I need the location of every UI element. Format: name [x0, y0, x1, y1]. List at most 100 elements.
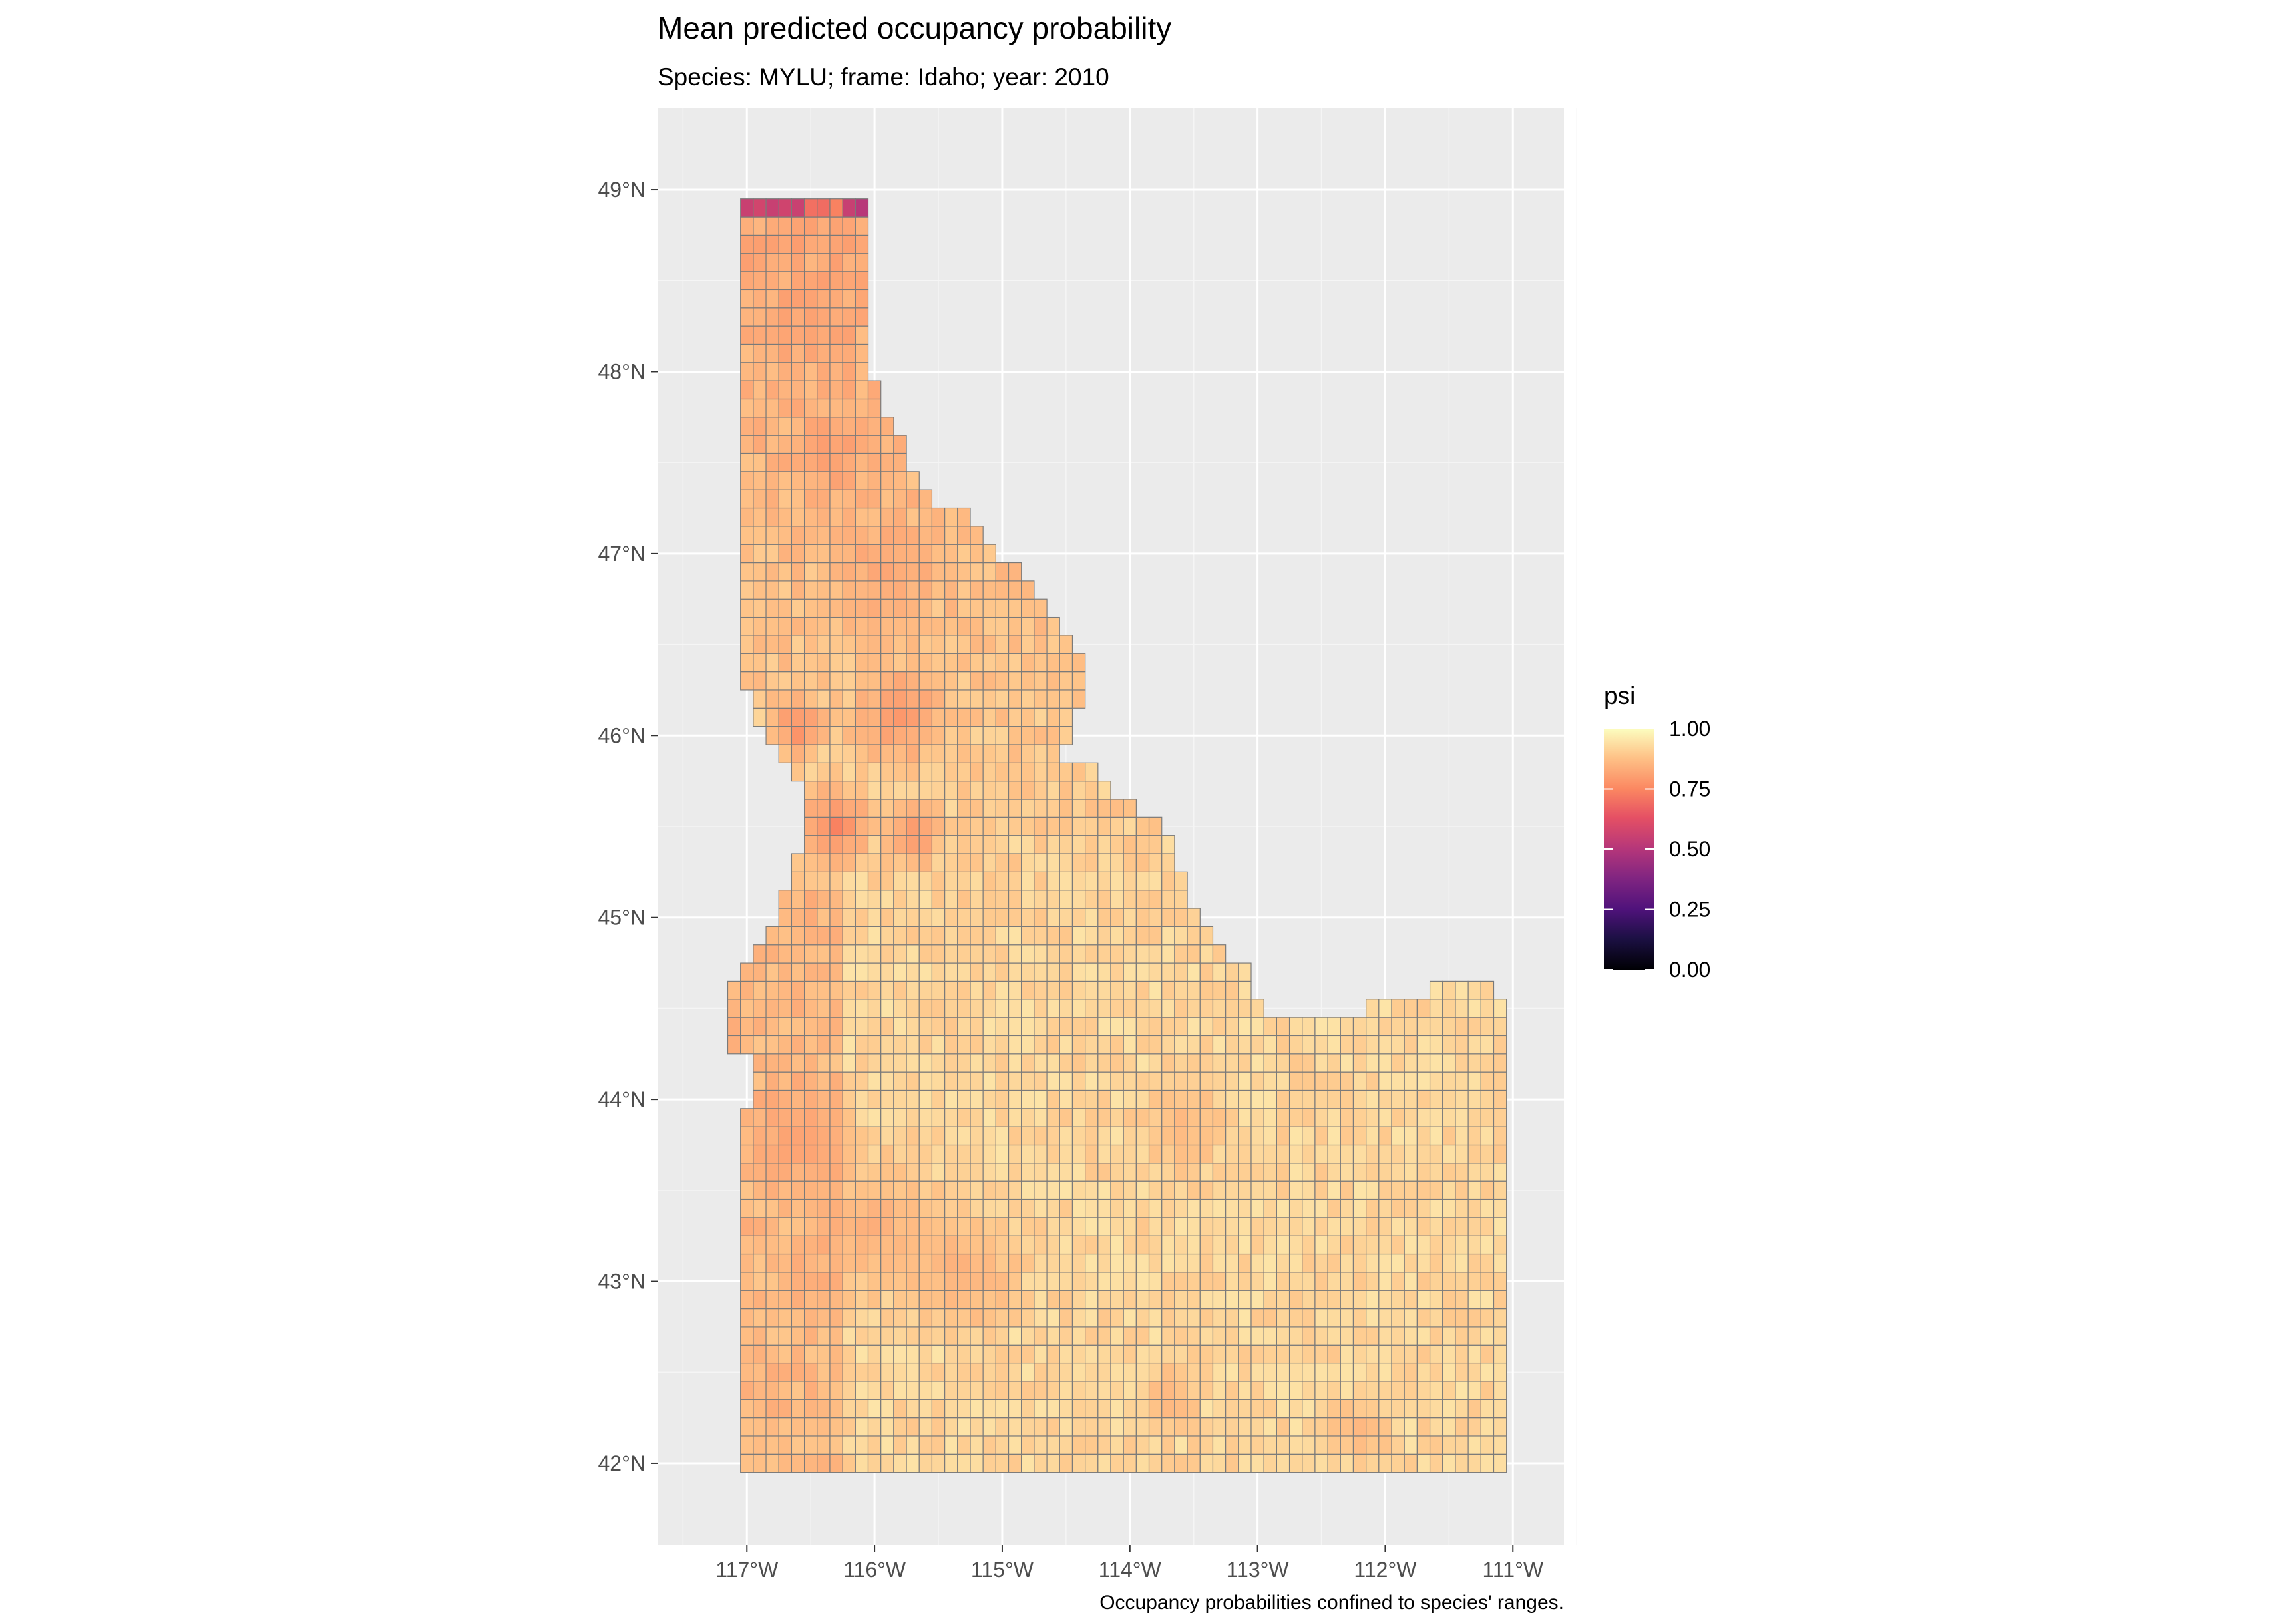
grid-cell	[995, 598, 1010, 618]
grid-cell	[765, 526, 779, 545]
grid-cell	[1212, 1272, 1227, 1291]
grid-cell	[1046, 980, 1060, 1000]
grid-cell	[1034, 1381, 1048, 1400]
grid-cell	[829, 417, 843, 436]
grid-cell	[1021, 707, 1035, 727]
grid-cell	[1187, 1399, 1201, 1419]
grid-cell	[1238, 1126, 1252, 1146]
grid-cell	[1225, 1017, 1239, 1037]
grid-cell	[906, 689, 920, 709]
grid-cell	[957, 1126, 971, 1146]
grid-cell	[1340, 1253, 1354, 1273]
grid-cell	[1135, 1163, 1150, 1182]
grid-cell	[1416, 1308, 1431, 1328]
grid-cell	[842, 1362, 856, 1382]
grid-cell	[1008, 1344, 1022, 1364]
grid-cell	[1059, 1362, 1073, 1382]
grid-cell	[1161, 1435, 1175, 1455]
grid-cell	[791, 635, 805, 654]
grid-cell	[957, 799, 971, 818]
grid-cell	[753, 343, 767, 363]
grid-cell	[1493, 1071, 1507, 1091]
grid-cell	[804, 362, 818, 381]
grid-cell	[867, 1108, 882, 1127]
grid-cell	[982, 562, 996, 582]
grid-cell	[1314, 1272, 1328, 1291]
grid-cell	[1097, 908, 1111, 927]
grid-cell	[893, 1435, 907, 1455]
grid-cell	[1008, 926, 1022, 946]
grid-cell	[1276, 1071, 1290, 1091]
grid-cell	[842, 1417, 856, 1437]
grid-cell	[1442, 980, 1456, 1000]
grid-cell	[753, 307, 767, 327]
grid-cell	[1085, 1071, 1099, 1091]
grid-cell	[1455, 1144, 1469, 1164]
grid-cell	[957, 1163, 971, 1182]
grid-cell	[1302, 1326, 1316, 1346]
grid-cell	[1327, 1108, 1341, 1127]
grid-cell	[1161, 1381, 1175, 1400]
grid-cell	[829, 544, 843, 564]
grid-cell	[1174, 1326, 1188, 1346]
grid-cell	[944, 908, 958, 927]
grid-cell	[1187, 1308, 1201, 1328]
grid-cell	[995, 616, 1010, 636]
grid-cell	[918, 871, 933, 891]
grid-cell	[1314, 1108, 1328, 1127]
grid-cell	[1110, 1435, 1124, 1455]
grid-cell	[931, 1144, 946, 1164]
grid-cell	[1263, 1453, 1277, 1473]
grid-cell	[1480, 1126, 1495, 1146]
grid-cell	[855, 890, 869, 909]
grid-cell	[893, 452, 907, 472]
grid-cell	[1442, 1235, 1456, 1255]
grid-cell	[804, 726, 818, 745]
grid-cell	[1046, 1417, 1060, 1437]
grid-cell	[817, 1326, 831, 1346]
grid-cell	[1352, 1198, 1367, 1218]
grid-cell	[1416, 1163, 1431, 1182]
grid-cell	[791, 871, 805, 891]
grid-cell	[1161, 871, 1175, 891]
grid-cell	[918, 726, 933, 745]
grid-cell	[1302, 1144, 1316, 1164]
grid-cell	[1123, 1344, 1137, 1364]
grid-cell	[1429, 999, 1443, 1018]
grid-cell	[1148, 1362, 1163, 1382]
grid-cell	[765, 307, 779, 327]
grid-cell	[1302, 1272, 1316, 1291]
grid-cell	[855, 1399, 869, 1419]
grid-cell	[880, 1180, 894, 1200]
legend-tick-label: 0.50	[1669, 837, 1710, 861]
grid-cell	[982, 944, 996, 964]
grid-cell	[893, 1453, 907, 1473]
grid-cell	[753, 598, 767, 618]
grid-cell	[1148, 1017, 1163, 1037]
grid-cell	[765, 1217, 779, 1236]
grid-cell	[1059, 908, 1073, 927]
grid-cell	[880, 544, 894, 564]
grid-cell	[867, 653, 882, 673]
grid-cell	[970, 1053, 984, 1073]
grid-cell	[765, 1163, 779, 1182]
grid-cell	[893, 1071, 907, 1091]
grid-cell	[1493, 1126, 1507, 1146]
grid-cell	[1148, 999, 1163, 1018]
grid-cell	[753, 471, 767, 490]
grid-cell	[957, 1290, 971, 1310]
grid-cell	[1467, 1435, 1481, 1455]
grid-cell	[765, 1417, 779, 1437]
grid-cell	[817, 198, 831, 218]
grid-cell	[829, 853, 843, 872]
grid-cell	[765, 471, 779, 490]
grid-cell	[1161, 944, 1175, 964]
grid-cell	[817, 1381, 831, 1400]
grid-cell	[944, 762, 958, 782]
grid-cell	[1071, 1326, 1086, 1346]
grid-cell	[1059, 1326, 1073, 1346]
grid-cell	[1302, 1344, 1316, 1364]
grid-cell	[970, 926, 984, 946]
grid-cell	[842, 1399, 856, 1419]
grid-cell	[765, 489, 779, 509]
